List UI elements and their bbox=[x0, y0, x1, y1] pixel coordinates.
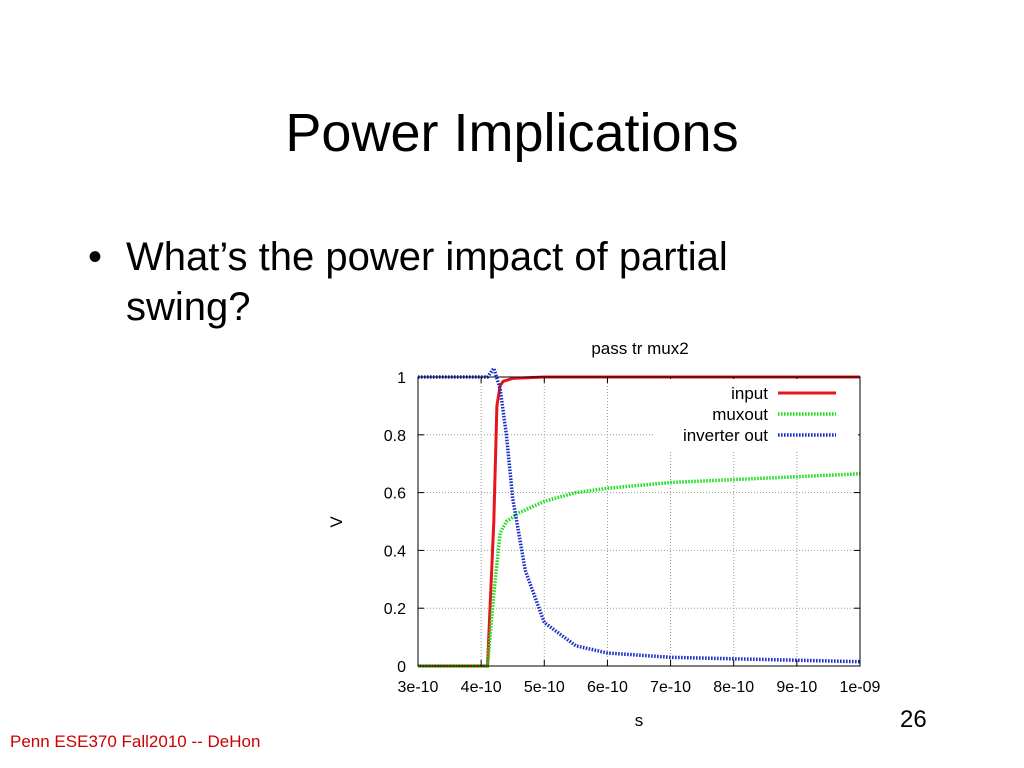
x-ticks: 3e-10 4e-10 5e-10 6e-10 7e-10 8e-10 9e-10 1e-09 bbox=[398, 377, 881, 696]
chart-title: pass tr mux2 bbox=[591, 339, 688, 358]
series-line-muxout bbox=[418, 472, 861, 668]
x-tick-label: 7e-10 bbox=[650, 679, 691, 696]
y-tick-label: 1 bbox=[397, 370, 406, 387]
legend-label: input bbox=[731, 384, 768, 403]
y-tick-label: 0.6 bbox=[384, 486, 406, 503]
x-tick-label: 9e-10 bbox=[776, 679, 817, 696]
bullet-dot: • bbox=[88, 235, 103, 279]
x-tick-label: 6e-10 bbox=[587, 679, 628, 696]
x-tick-label: 1e-09 bbox=[840, 679, 881, 696]
x-tick-label: 5e-10 bbox=[524, 679, 565, 696]
y-tick-label: 0.2 bbox=[384, 601, 406, 618]
bullet-list: • What’s the power impact of partial swi… bbox=[88, 232, 848, 332]
page-number: 26 bbox=[900, 706, 927, 733]
y-tick-label: 0.4 bbox=[384, 543, 406, 560]
x-tick-label: 4e-10 bbox=[461, 679, 502, 696]
y-axis-label: V bbox=[327, 516, 346, 528]
series-line-inverter-out bbox=[418, 364, 861, 664]
y-tick-label: 0 bbox=[397, 659, 406, 676]
slide-title: Power Implications bbox=[285, 103, 739, 163]
footer-text: Penn ESE370 Fall2010 -- DeHon bbox=[10, 732, 261, 751]
plot-frame bbox=[417, 376, 861, 667]
line-chart: pass tr mux2 3e-10 4e-10 5e-10 6e-10 7e-10 8e… bbox=[327, 339, 881, 730]
y-tick-label: 0.8 bbox=[384, 428, 406, 445]
x-axis-label: s bbox=[635, 711, 644, 730]
bullet-item: • What’s the power impact of partial swi… bbox=[88, 232, 848, 332]
legend-label: muxout bbox=[712, 405, 768, 424]
bullet-text: What’s the power impact of partial swing… bbox=[126, 235, 728, 329]
x-tick-label: 3e-10 bbox=[398, 679, 439, 696]
legend: input muxout inverter out bbox=[655, 379, 858, 451]
x-tick-label: 8e-10 bbox=[713, 679, 754, 696]
legend-label: inverter out bbox=[683, 426, 768, 445]
